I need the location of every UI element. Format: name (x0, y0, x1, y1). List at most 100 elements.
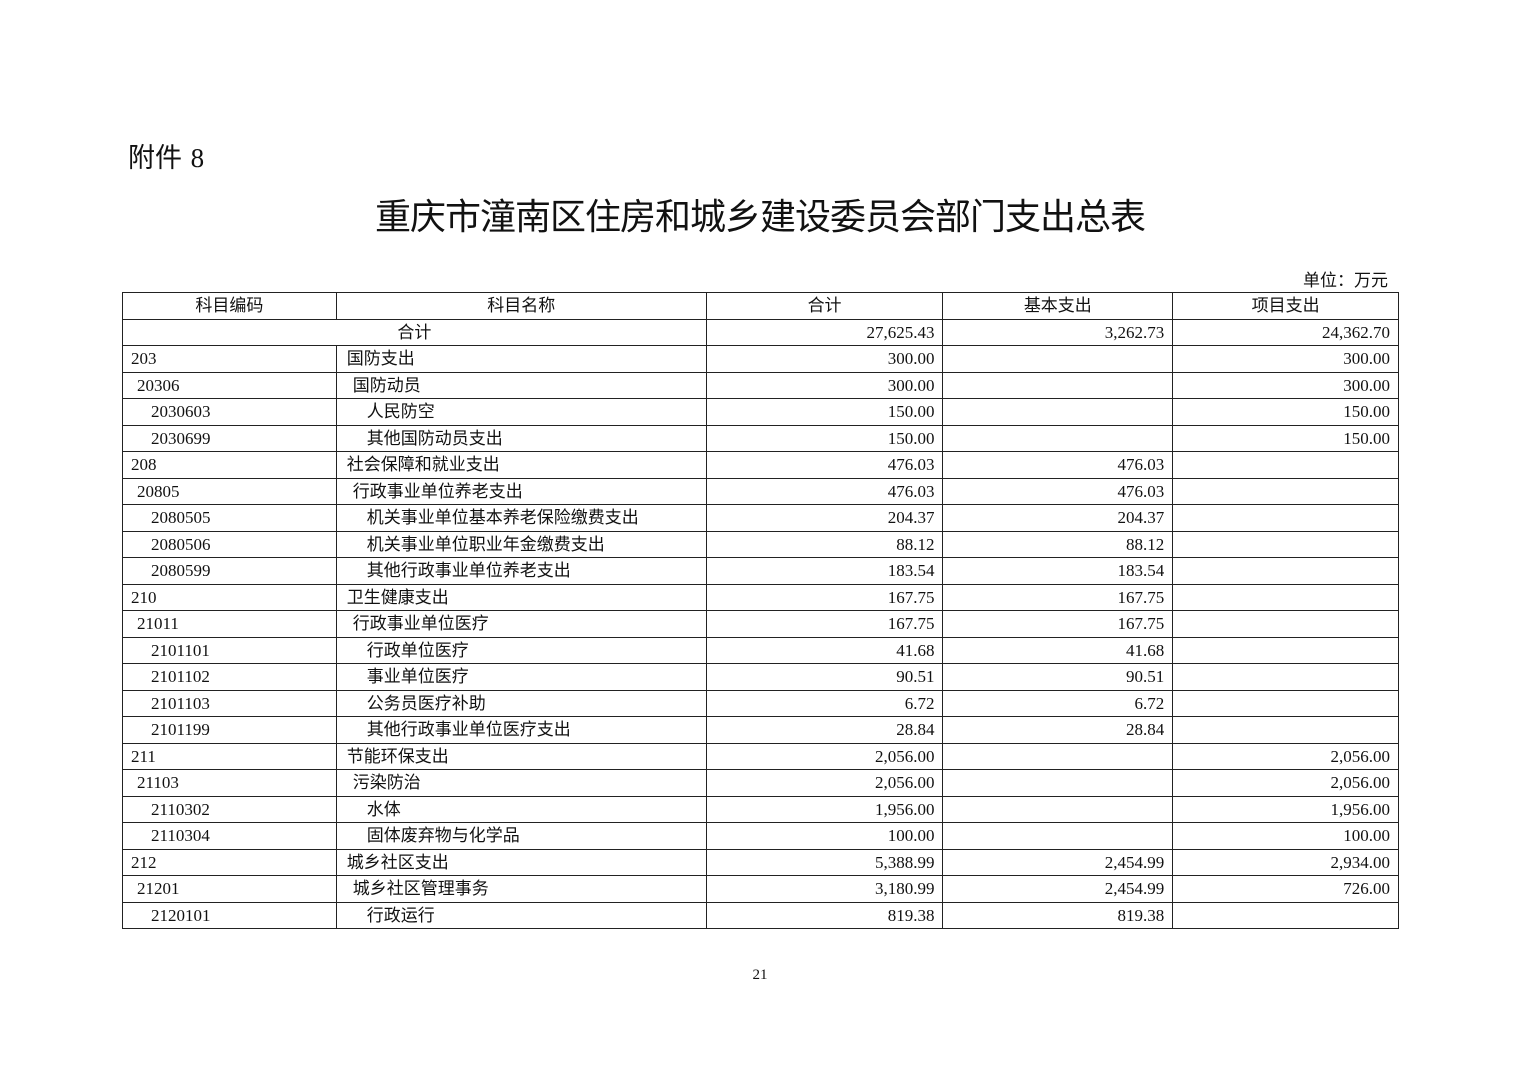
row-total: 300.00 (705, 345, 944, 373)
total-project: 24,362.70 (1172, 318, 1399, 346)
row-total: 167.75 (705, 610, 944, 638)
header-project: 项目支出 (1172, 292, 1399, 320)
row-basic (942, 424, 1174, 452)
table-row: 211 节能环保支出 2,056.00 2,056.00 (122, 742, 1399, 770)
row-name: 城乡社区支出 (335, 848, 707, 876)
row-total: 28.84 (705, 716, 944, 744)
row-total: 204.37 (705, 504, 944, 532)
row-code: 2080505 (122, 504, 337, 532)
row-total: 88.12 (705, 530, 944, 558)
row-project (1172, 477, 1399, 505)
row-basic: 28.84 (942, 716, 1174, 744)
row-total: 5,388.99 (705, 848, 944, 876)
row-name: 行政单位医疗 (335, 636, 707, 664)
row-total: 476.03 (705, 477, 944, 505)
row-total: 819.38 (705, 901, 944, 929)
row-name: 其他行政事业单位养老支出 (335, 557, 707, 585)
row-total: 41.68 (705, 636, 944, 664)
table-row: 2030603 人民防空 150.00 150.00 (122, 398, 1399, 426)
row-basic (942, 345, 1174, 373)
row-basic (942, 769, 1174, 797)
table-row: 2110302 水体 1,956.00 1,956.00 (122, 795, 1399, 823)
table-row: 21201 城乡社区管理事务 3,180.99 2,454.99 726.00 (122, 875, 1399, 903)
row-basic: 476.03 (942, 477, 1174, 505)
row-code: 2110304 (122, 822, 337, 850)
row-code: 21011 (122, 610, 337, 638)
attachment-label: 附件 8 (128, 136, 204, 175)
row-code: 2110302 (122, 795, 337, 823)
row-basic: 167.75 (942, 583, 1174, 611)
row-code: 2080506 (122, 530, 337, 558)
unit-label: 单位：万元 (1303, 271, 1388, 290)
row-code: 2101102 (122, 663, 337, 691)
row-code: 2120101 (122, 901, 337, 929)
row-name: 固体废弃物与化学品 (335, 822, 707, 850)
row-code: 203 (122, 345, 337, 373)
row-total: 167.75 (705, 583, 944, 611)
table-row: 2110304 固体废弃物与化学品 100.00 100.00 (122, 822, 1399, 850)
total-label: 合计 (122, 318, 707, 346)
row-project (1172, 504, 1399, 532)
row-project (1172, 583, 1399, 611)
table-row: 203 国防支出 300.00 300.00 (122, 345, 1399, 373)
row-name: 水体 (335, 795, 707, 823)
row-project: 150.00 (1172, 398, 1399, 426)
row-name: 国防动员 (335, 371, 707, 399)
page-number: 21 (752, 967, 768, 983)
row-total: 476.03 (705, 451, 944, 479)
row-project (1172, 689, 1399, 717)
row-project: 2,934.00 (1172, 848, 1399, 876)
row-name: 行政事业单位养老支出 (335, 477, 707, 505)
row-name: 机关事业单位基本养老保险缴费支出 (335, 504, 707, 532)
table-row: 20306 国防动员 300.00 300.00 (122, 371, 1399, 399)
row-project: 100.00 (1172, 822, 1399, 850)
header-total: 合计 (705, 292, 944, 320)
row-code: 212 (122, 848, 337, 876)
row-basic: 2,454.99 (942, 848, 1174, 876)
row-project (1172, 663, 1399, 691)
row-name: 国防支出 (335, 345, 707, 373)
header-code: 科目编码 (122, 292, 337, 320)
row-total: 150.00 (705, 424, 944, 452)
row-basic: 476.03 (942, 451, 1174, 479)
row-basic: 88.12 (942, 530, 1174, 558)
row-name: 污染防治 (335, 769, 707, 797)
row-name: 公务员医疗补助 (335, 689, 707, 717)
row-basic: 41.68 (942, 636, 1174, 664)
header-basic: 基本支出 (942, 292, 1174, 320)
row-basic (942, 822, 1174, 850)
row-total: 150.00 (705, 398, 944, 426)
row-code: 2101199 (122, 716, 337, 744)
table-row: 2101199 其他行政事业单位医疗支出 28.84 28.84 (122, 716, 1399, 744)
table-row: 2080506 机关事业单位职业年金缴费支出 88.12 88.12 (122, 530, 1399, 558)
row-basic: 90.51 (942, 663, 1174, 691)
row-basic (942, 742, 1174, 770)
row-total: 100.00 (705, 822, 944, 850)
table-row: 2120101 行政运行 819.38 819.38 (122, 901, 1399, 929)
row-basic: 819.38 (942, 901, 1174, 929)
row-project: 726.00 (1172, 875, 1399, 903)
row-name: 社会保障和就业支出 (335, 451, 707, 479)
attachment-text: 附件 (128, 143, 182, 174)
table-row: 208 社会保障和就业支出 476.03 476.03 (122, 451, 1399, 479)
row-basic: 167.75 (942, 610, 1174, 638)
row-project: 1,956.00 (1172, 795, 1399, 823)
row-basic: 2,454.99 (942, 875, 1174, 903)
table-header-row: 科目编码 科目名称 合计 基本支出 项目支出 (122, 292, 1399, 320)
row-project (1172, 557, 1399, 585)
row-project (1172, 636, 1399, 664)
table-row: 21011 行政事业单位医疗 167.75 167.75 (122, 610, 1399, 638)
row-name: 行政运行 (335, 901, 707, 929)
row-total: 2,056.00 (705, 742, 944, 770)
table-row: 2030699 其他国防动员支出 150.00 150.00 (122, 424, 1399, 452)
row-code: 21201 (122, 875, 337, 903)
row-total: 183.54 (705, 557, 944, 585)
row-code: 208 (122, 451, 337, 479)
row-basic (942, 795, 1174, 823)
header-name: 科目名称 (335, 292, 707, 320)
expenditure-table: 科目编码 科目名称 合计 基本支出 项目支出 合计 27,625.43 3,26… (122, 292, 1399, 929)
table-row: 212 城乡社区支出 5,388.99 2,454.99 2,934.00 (122, 848, 1399, 876)
row-total: 90.51 (705, 663, 944, 691)
row-code: 210 (122, 583, 337, 611)
row-code: 2030699 (122, 424, 337, 452)
